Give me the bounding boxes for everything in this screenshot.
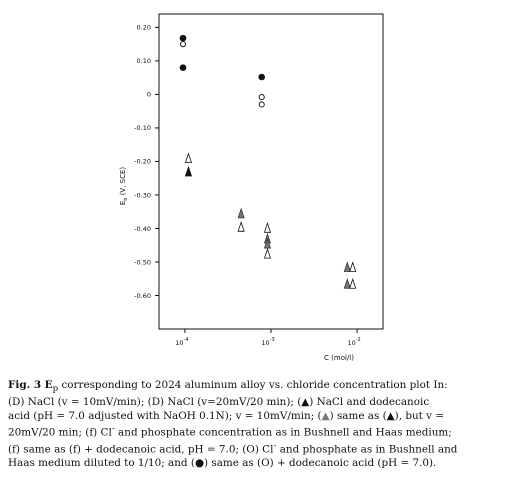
caption-line-6-tail: ) same as (O) + dodecanoic acid (pH = 7.… (204, 457, 437, 470)
caption-line-6-text: Haas medium diluted to 1/10; and ( (8, 457, 195, 470)
black-triangle-symbol: ▲ (301, 396, 310, 409)
caption-line-1-text: corresponding to 2024 aluminum alloy vs.… (58, 379, 448, 391)
x-tick-label: 10-4 (175, 337, 188, 347)
x-tick-exponent: -3 (270, 337, 275, 343)
x-tick-base: 10 (261, 339, 269, 347)
y-tick-label: -0.30 (134, 191, 151, 199)
caption-line-1: Fig. 3 Ep corresponding to 2024 aluminum… (8, 379, 514, 396)
filled-circle-point (179, 34, 187, 42)
x-axis-ticks: 10-4 10-3 10-2 (175, 329, 361, 347)
open-triangle-point (263, 247, 272, 259)
x-tick-exponent: -2 (356, 337, 361, 343)
plot-frame (158, 13, 384, 330)
chart: 0.200.100-0.10-0.20-0.30-0.40-0.50-0.60 … (119, 13, 384, 362)
caption-line-5: (f) same as (f) + dodecanoic acid, pH = … (8, 440, 514, 457)
caption-line-2-tail: ) NaCl and dodecanoic (309, 396, 430, 409)
caption-line-2-text: (D) NaCl (v = 10mV/min); (D) NaCl (v=20m… (8, 396, 302, 409)
gray-triangle-point (343, 261, 351, 272)
y-tick-label: 0.20 (137, 24, 151, 32)
caption-line-3-mid: ) same as ( (329, 409, 387, 422)
open-triangle-point (349, 277, 357, 289)
caption-line-4-text: 20mV/20 min; (f) Cl (8, 426, 112, 439)
open-triangle-point (349, 261, 357, 272)
y-tick-label: 0 (147, 91, 151, 99)
y-tick-label: -0.10 (134, 124, 151, 132)
gray-triangle-point (343, 277, 351, 289)
caption-line-5-text: (f) same as (f) + dodecanoic acid, pH = … (8, 443, 274, 456)
open-triangle-point (184, 152, 193, 163)
caption-fig-label: Fig. 3 E (8, 379, 53, 391)
open-circle-point (258, 94, 265, 101)
x-tick-base: 10 (175, 339, 183, 347)
caption-line-3-tail: ), but v = (394, 409, 445, 422)
open-triangle-point (263, 222, 272, 233)
black-circle-symbol: ● (194, 457, 205, 470)
caption-line-3: acid (pH = 7.0 adjusted with NaOH 0.1N);… (8, 410, 514, 423)
filled-triangle-point (184, 165, 193, 177)
figure-caption: Fig. 3 Ep corresponding to 2024 aluminum… (8, 379, 514, 470)
y-tick-label: -0.40 (134, 225, 151, 233)
y-tick-label: -0.60 (134, 292, 151, 300)
x-tick-base: 10 (347, 339, 355, 347)
data-points (179, 34, 357, 289)
caption-line-6: Haas medium diluted to 1/10; and (●) sam… (8, 457, 514, 470)
y-axis-label-sub: b (123, 198, 129, 201)
caption-line-4: 20mV/20 min; (f) Cl- and phosphate conce… (8, 423, 514, 440)
gray-triangle-point (237, 207, 245, 219)
caption-line-2: (D) NaCl (v = 10mV/min); (D) NaCl (v=20m… (8, 396, 514, 409)
x-tick-exponent: -4 (184, 337, 189, 343)
black-triangle-symbol-2: ▲ (386, 409, 395, 422)
caption-line-5-sup: - (273, 441, 277, 452)
y-tick-label: 0.10 (137, 57, 151, 65)
gray-triangle-symbol: ▲ (321, 409, 330, 422)
filled-circle-point (179, 64, 187, 71)
filled-circle-point (258, 73, 266, 81)
caption-line-5-tail: and phosphate as in Bushnell and (276, 443, 458, 456)
x-tick-label: 10-2 (347, 337, 360, 347)
x-tick-label: 10-3 (261, 337, 274, 347)
caption-line-4-tail: and phosphate concentration as in Bushne… (114, 426, 452, 439)
open-circle-point (258, 101, 265, 108)
open-circle-point (179, 41, 187, 48)
y-axis-label: Eb (V, SCE) (119, 167, 129, 206)
caption-line-4-sup: - (111, 424, 115, 435)
y-axis-label-main: E (119, 201, 127, 205)
y-axis-label-rest: (V, SCE) (119, 167, 127, 198)
x-axis-label: C (mol/l) (324, 354, 354, 362)
y-tick-label: -0.20 (134, 158, 151, 166)
caption-line-3-text: acid (pH = 7.0 adjusted with NaOH 0.1N);… (8, 409, 322, 422)
y-tick-label: -0.50 (134, 258, 151, 266)
y-axis-ticks: 0.20 0.10 0 -0.10 -0.20 -0.30 -0.40 -0.50 -0.60 (134, 24, 159, 300)
open-triangle-point (237, 221, 245, 232)
caption-fig-sub: p (52, 384, 59, 395)
